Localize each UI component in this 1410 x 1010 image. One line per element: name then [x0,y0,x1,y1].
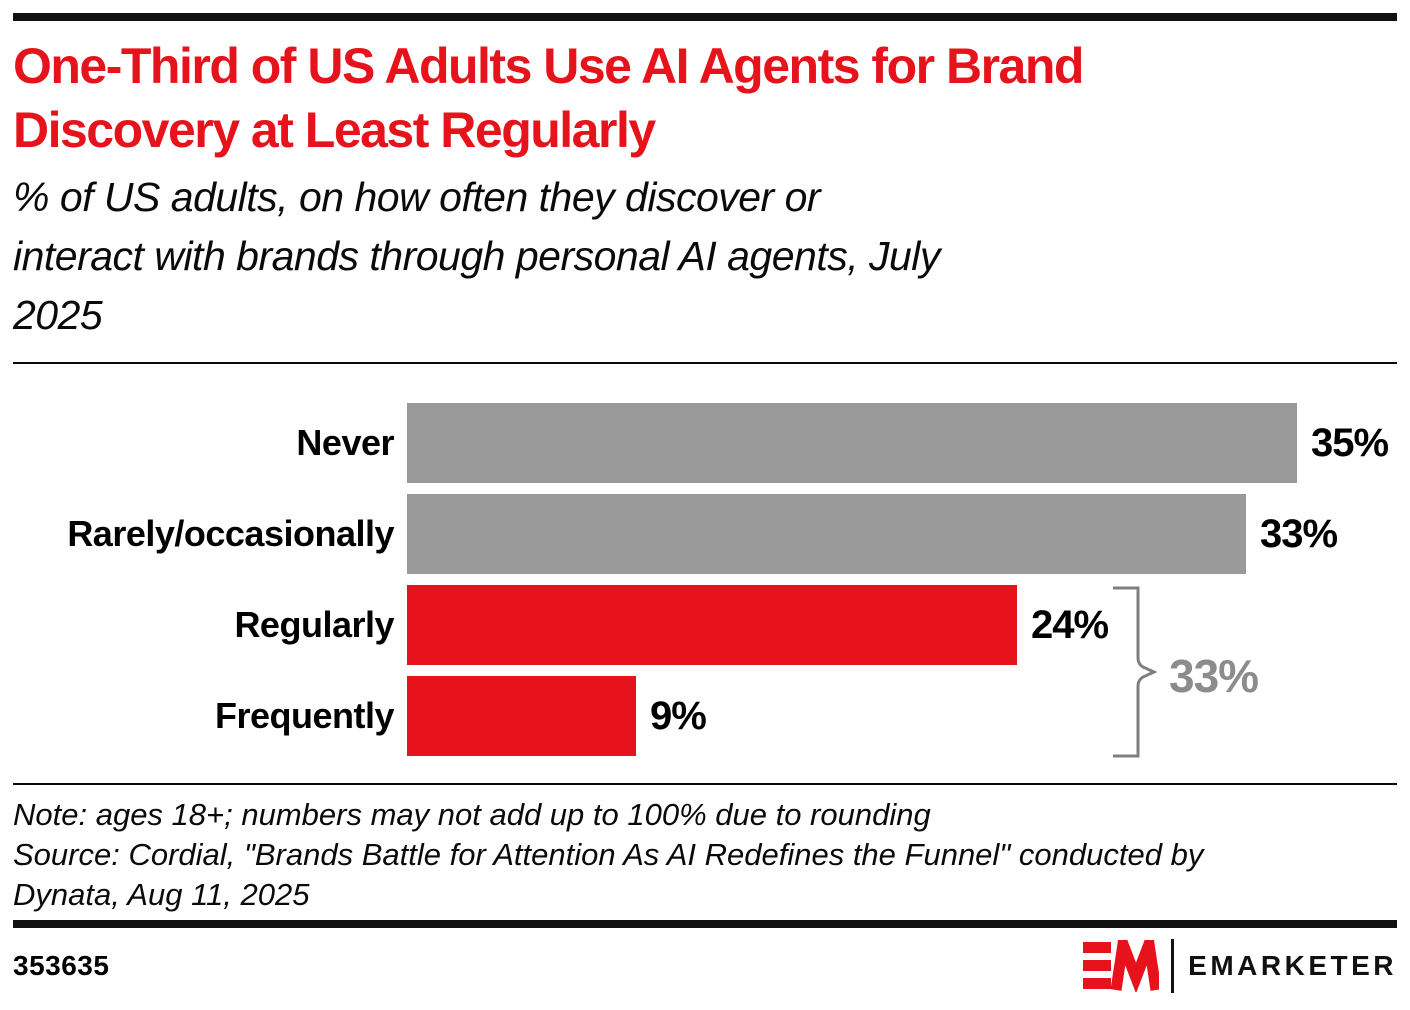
chart-rows: Never 35% Rarely/occasionally 33% Regularly 2… [13,403,1397,756]
title-line-2: Discovery at Least Regularly [13,102,656,158]
category-label: Frequently [214,695,395,736]
value-label: 33% [1260,511,1338,556]
chart-row: Regularly 24% [13,585,1397,665]
chart-row: Frequently 9% [13,676,1397,756]
emarketer-em-icon [1083,940,1160,992]
footer-divider [13,783,1397,785]
page-title: One-Third of US Adults Use AI Agents for… [13,34,1397,162]
bar-never [407,403,1297,483]
brand-wordmark: EMARKETER [1188,950,1397,981]
chart-row: Rarely/occasionally 33% [13,494,1397,574]
source-text-line-2: Dynata, Aug 11, 2025 [13,877,310,912]
note-source-block: Note: ages 18+; numbers may not add up t… [13,795,1397,915]
title-line-1: One-Third of US Adults Use AI Agents for… [13,38,1084,94]
chart-page: One-Third of US Adults Use AI Agents for… [0,13,1410,993]
header-divider [13,362,1397,364]
bar-rarely-occasionally [407,494,1246,574]
bar-regularly [407,585,1017,665]
subtitle-line-3: 2025 [13,292,103,338]
footer: 353635 EMARKETER [13,939,1397,993]
category-label: Regularly [234,604,394,645]
page-subtitle: % of US adults, on how often they discov… [13,168,1397,345]
bar-frequently [407,676,636,756]
group-total-label: 33% [1169,650,1259,702]
source-text-line-1: Source: Cordial, "Brands Battle for Atte… [13,837,1204,872]
value-label: 24% [1031,602,1109,647]
bar-chart: Never 35% Rarely/occasionally 33% Regularly 2… [13,403,1397,758]
emarketer-logo: EMARKETER [1083,939,1397,993]
top-rule [13,13,1397,21]
subtitle-line-2: interact with brands through personal AI… [13,233,940,279]
logo-separator [1171,939,1175,993]
category-label: Rarely/occasionally [67,513,394,554]
note-text: Note: ages 18+; numbers may not add up t… [13,797,931,832]
chart-row: Never 35% [13,403,1397,483]
subtitle-line-1: % of US adults, on how often they discov… [13,174,821,220]
chart-id: 353635 [13,950,110,981]
group-brace-icon [1113,586,1157,758]
value-label: 9% [650,693,707,738]
category-label: Never [296,422,394,463]
bottom-rule [13,920,1397,928]
value-label: 35% [1311,420,1389,465]
